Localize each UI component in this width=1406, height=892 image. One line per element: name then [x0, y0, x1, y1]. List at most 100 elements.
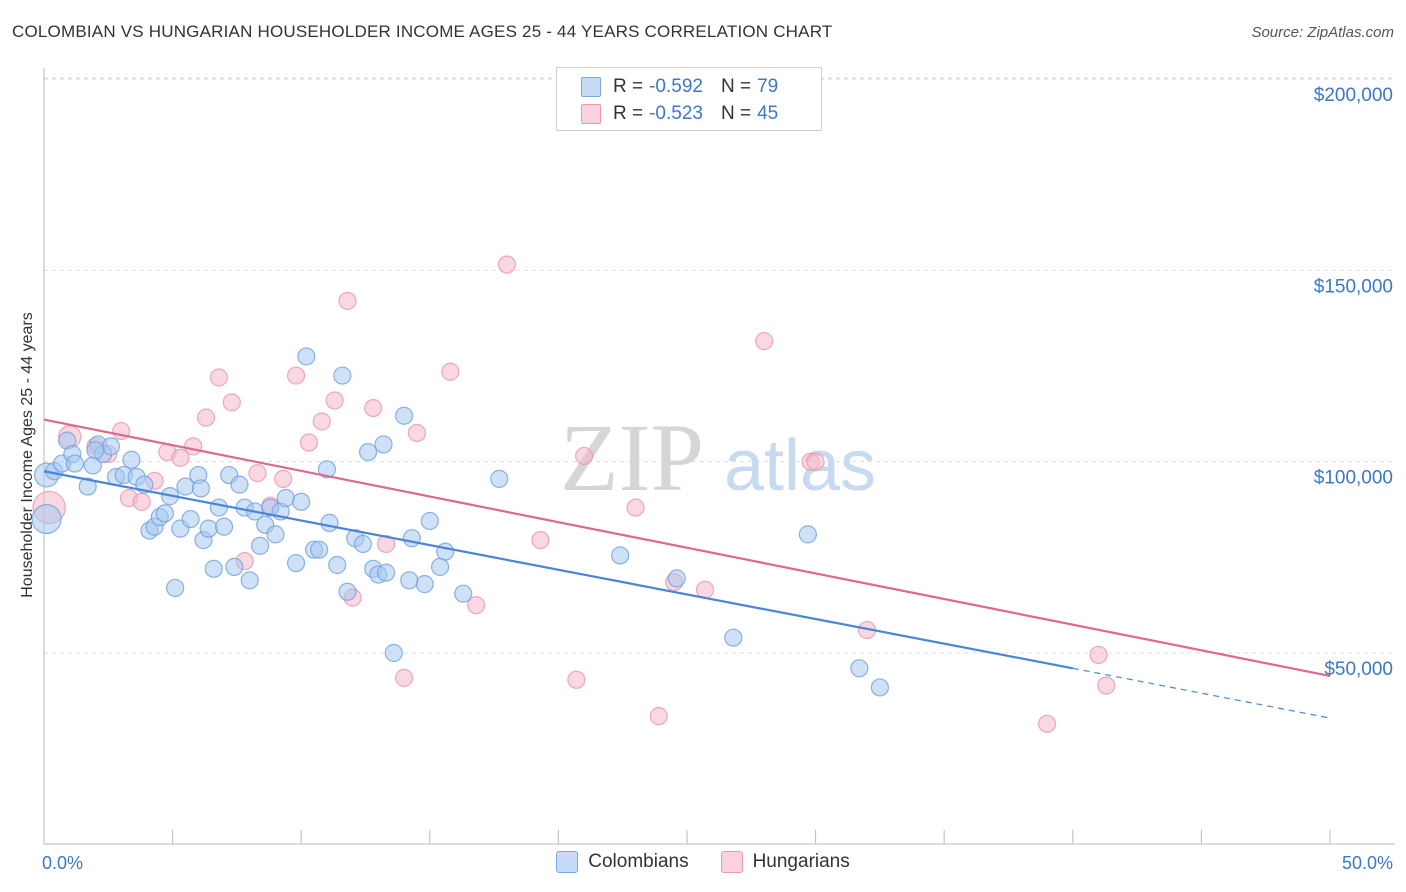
y-tick-label: $150,000	[1314, 276, 1393, 297]
data-point	[240, 571, 259, 590]
data-point	[310, 540, 329, 559]
data-point	[328, 555, 347, 575]
data-point	[415, 575, 434, 594]
data-point	[248, 464, 267, 483]
data-point	[276, 488, 295, 508]
data-point	[497, 255, 517, 274]
legend-item-colombians[interactable]: Colombians	[556, 851, 689, 873]
data-point	[312, 412, 331, 431]
data-point	[806, 452, 825, 471]
legend-label: Colombians	[588, 851, 689, 872]
data-point	[333, 366, 352, 385]
data-point	[420, 511, 439, 531]
data-point	[466, 596, 486, 615]
data-point	[225, 557, 244, 577]
data-point	[436, 542, 455, 561]
data-point	[166, 578, 185, 598]
data-point	[222, 393, 241, 412]
chart-title: COLOMBIAN VS HUNGARIAN HOUSEHOLDER INCOM…	[12, 22, 833, 41]
data-point	[209, 368, 228, 387]
data-point	[441, 362, 460, 381]
n-label: N =	[720, 103, 752, 124]
data-point	[317, 460, 337, 479]
colombians-swatch	[581, 77, 601, 97]
data-point	[171, 448, 190, 467]
data-point	[384, 643, 403, 663]
correlation-legend: R = -0.592 N = 79 R = -0.523 N = 45	[556, 67, 822, 131]
data-point	[266, 525, 285, 544]
data-point	[286, 553, 306, 573]
hungarians-swatch	[581, 104, 601, 124]
legend-row-colombians: R = -0.592 N = 79	[581, 74, 778, 100]
data-point	[1037, 714, 1057, 733]
data-point	[374, 435, 393, 454]
data-point	[338, 291, 357, 311]
x-tick-label: 50.0%	[1342, 853, 1393, 873]
data-point	[181, 509, 200, 529]
legend-row-hungarians: R = -0.523 N = 45	[581, 101, 778, 127]
data-point	[611, 546, 630, 565]
y-tick-label: $100,000	[1314, 468, 1393, 489]
n-label: N =	[720, 76, 752, 97]
r-value: -0.592	[649, 76, 703, 97]
data-point	[1089, 645, 1108, 665]
data-point	[575, 446, 594, 466]
data-point	[122, 450, 141, 469]
watermark: ZIP atlas	[560, 404, 876, 511]
data-point	[798, 525, 817, 544]
data-point	[191, 479, 210, 498]
n-value: 45	[757, 103, 779, 124]
data-point	[1097, 676, 1116, 695]
data-point	[364, 398, 383, 418]
data-point	[649, 707, 668, 726]
data-point	[209, 498, 228, 517]
data-point	[402, 529, 421, 548]
legend-label: Hungarians	[752, 851, 850, 872]
data-point	[274, 469, 293, 488]
data-point	[353, 534, 373, 554]
data-point	[78, 477, 97, 496]
data-point	[297, 347, 316, 366]
data-point	[204, 559, 223, 578]
colombians-trend-line	[43, 470, 1074, 670]
data-point	[394, 668, 414, 687]
n-value: 79	[757, 76, 779, 97]
x-tick-label: 0.0%	[42, 853, 83, 873]
data-point	[299, 433, 319, 452]
data-point	[454, 584, 473, 603]
data-point	[376, 563, 396, 582]
series-legend: Colombians Hungarians	[0, 851, 1406, 873]
r-value: -0.523	[649, 103, 703, 124]
hungarians-trend-line	[43, 418, 1331, 678]
y-tick-label: $50,000	[1324, 659, 1393, 680]
data-point	[724, 628, 743, 647]
data-point	[376, 534, 396, 554]
data-point	[358, 443, 378, 462]
colombians-swatch	[556, 851, 579, 873]
data-point	[338, 582, 357, 601]
colombians-trend-extension	[1072, 667, 1331, 719]
watermark-atlas: atlas	[724, 426, 876, 506]
data-point	[531, 531, 550, 550]
r-label: R =	[613, 76, 644, 97]
data-point	[667, 569, 686, 588]
data-point	[292, 492, 311, 511]
data-point	[286, 366, 306, 385]
trend-lines	[43, 418, 1331, 719]
data-point	[155, 504, 174, 523]
source-label: Source: ZipAtlas.com	[1251, 24, 1394, 41]
data-point	[626, 498, 645, 517]
data-point	[196, 408, 216, 427]
data-point	[101, 437, 120, 456]
data-point	[86, 441, 105, 460]
r-label: R =	[613, 103, 644, 124]
axes	[43, 68, 1395, 845]
data-point	[214, 517, 234, 536]
data-point	[430, 557, 450, 577]
data-point	[199, 519, 218, 538]
data-point	[230, 475, 249, 494]
legend-item-hungarians[interactable]: Hungarians	[720, 851, 850, 873]
colombians-points	[31, 347, 890, 697]
data-point	[132, 492, 151, 511]
